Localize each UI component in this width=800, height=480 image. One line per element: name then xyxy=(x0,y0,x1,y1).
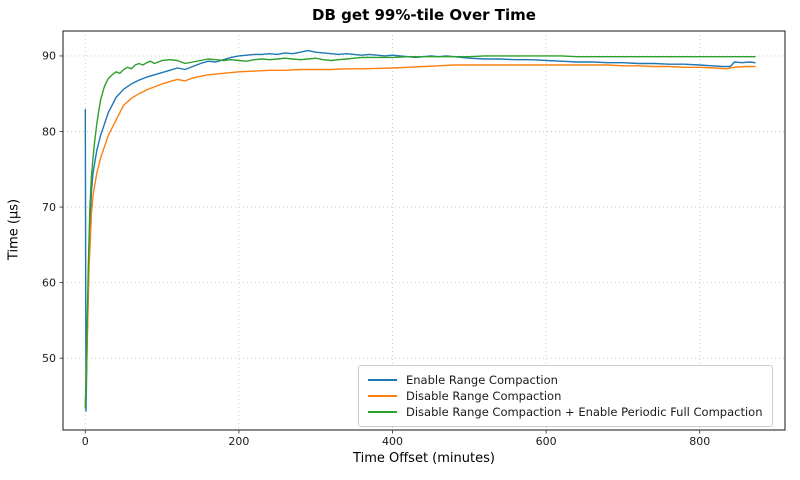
legend-label: Enable Range Compaction xyxy=(406,373,558,387)
x-tick-label: 800 xyxy=(689,435,710,448)
plot-border xyxy=(62,30,786,431)
legend-item: Enable Range Compaction xyxy=(368,372,762,388)
legend-item: Disable Range Compaction + Enable Period… xyxy=(368,404,762,420)
y-tick-label: 80 xyxy=(42,125,56,138)
legend-label: Disable Range Compaction xyxy=(406,389,562,403)
series-line xyxy=(84,64,756,408)
y-tick-label: 50 xyxy=(42,352,56,365)
chart-title: DB get 99%-tile Over Time xyxy=(312,6,536,24)
legend-item: Disable Range Compaction xyxy=(368,388,762,404)
x-tick-label: 0 xyxy=(82,435,89,448)
y-tick-label: 60 xyxy=(42,276,56,289)
y-axis-label: Time (µs) xyxy=(6,198,22,261)
legend-line-swatch xyxy=(368,379,397,381)
y-tick-label: 90 xyxy=(42,50,56,63)
legend-line-swatch xyxy=(368,411,397,413)
legend-line-swatch xyxy=(368,395,397,397)
x-tick-label: 400 xyxy=(382,435,403,448)
x-axis-label: Time Offset (minutes) xyxy=(353,451,495,466)
legend: Enable Range Compaction Disable Range Com… xyxy=(358,365,774,427)
x-tick-label: 200 xyxy=(228,435,249,448)
legend-label: Disable Range Compaction + Enable Period… xyxy=(406,405,763,419)
series-line xyxy=(84,55,756,409)
x-tick-label: 600 xyxy=(536,435,557,448)
series-line xyxy=(84,49,756,412)
y-tick-label: 70 xyxy=(42,201,56,214)
